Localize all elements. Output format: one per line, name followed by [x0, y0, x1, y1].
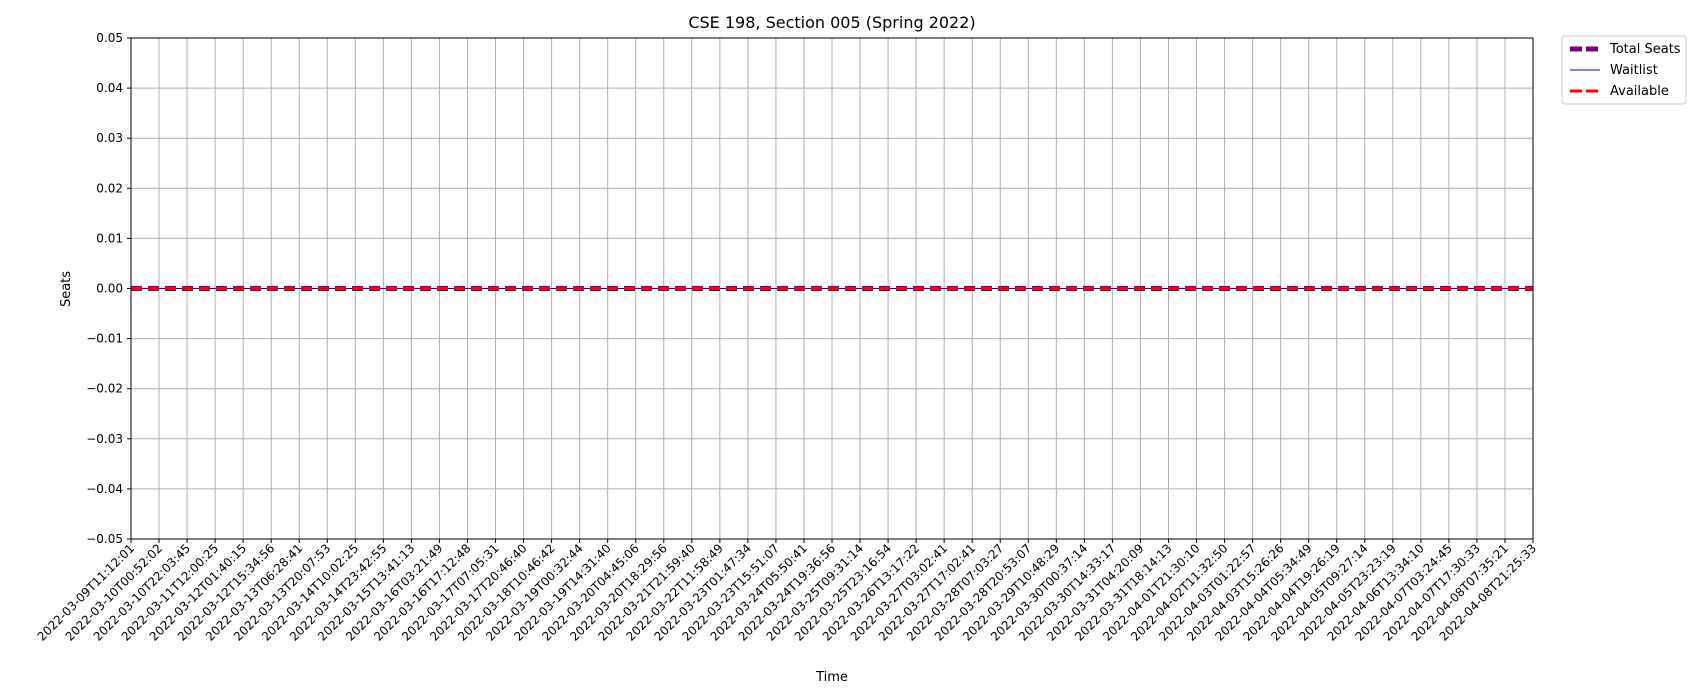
x-axis-label: Time: [815, 670, 848, 685]
y-tick-label: −0.01: [86, 332, 123, 346]
y-tick-label: −0.02: [86, 382, 123, 396]
chart-title: CSE 198, Section 005 (Spring 2022): [688, 13, 975, 32]
legend-label: Waitlist: [1610, 63, 1658, 78]
y-tick-label: 0.00: [96, 282, 123, 296]
y-tick-label: −0.04: [86, 482, 123, 496]
y-tick-label: 0.05: [96, 31, 123, 45]
x-axis: 2022-03-09T11:12:012022-03-10T00:52:0220…: [35, 539, 1539, 644]
legend-label: Available: [1610, 84, 1669, 99]
y-axis: −0.05 −0.04 −0.03 −0.02 −0.01 0.00 0.01 0.02 0.0…: [86, 31, 131, 546]
y-tick-label: −0.03: [86, 432, 123, 446]
y-tick-label: 0.03: [96, 131, 123, 145]
legend-label: Total Seats: [1609, 42, 1681, 57]
legend: Total Seats Waitlist Available: [1561, 35, 1687, 105]
y-tick-label: 0.02: [96, 181, 123, 195]
y-tick-label: −0.05: [86, 532, 123, 546]
legend-box: [1561, 35, 1687, 105]
y-tick-label: 0.01: [96, 231, 123, 245]
y-axis-label: Seats: [59, 271, 74, 307]
y-tick-label: 0.04: [96, 81, 123, 95]
